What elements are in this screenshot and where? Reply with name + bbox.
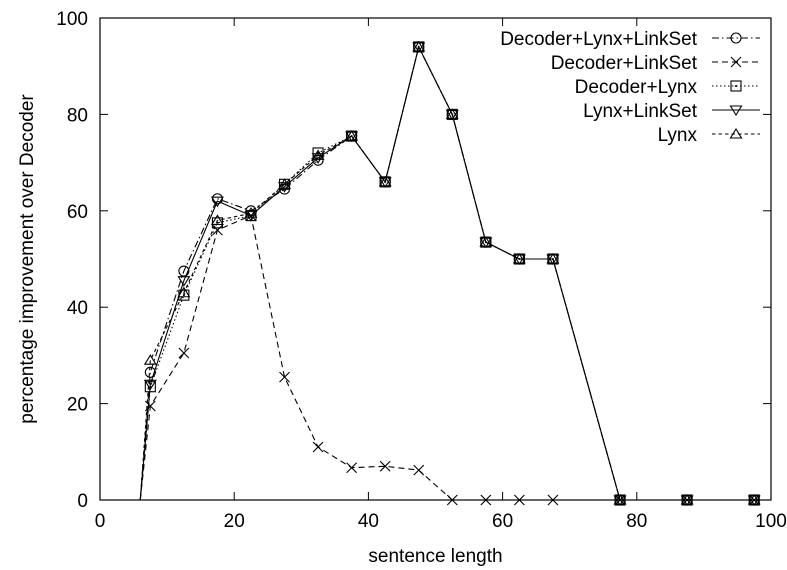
data-point-dot bbox=[216, 221, 219, 224]
y-axis-label: percentage improvement over Decoder bbox=[17, 94, 38, 424]
data-point bbox=[143, 354, 157, 365]
y-tick-label: 100 bbox=[56, 9, 88, 30]
y-tick-label: 60 bbox=[67, 202, 88, 223]
legend-entry: Lynx bbox=[658, 125, 760, 146]
data-point-dot bbox=[317, 152, 319, 154]
data-point bbox=[311, 153, 325, 164]
data-point bbox=[346, 462, 358, 474]
data-point bbox=[177, 286, 191, 298]
y-tick-label: 80 bbox=[67, 105, 88, 126]
legend-marker-dot bbox=[735, 85, 737, 87]
series-layer bbox=[139, 40, 761, 507]
ticks-layer: 0 20 40 60 80 100 0 20 40 60 80 100 bbox=[56, 9, 787, 532]
legend-label: Lynx+LinkSet bbox=[583, 101, 698, 122]
legend-label: Decoder+Lynx bbox=[575, 77, 698, 98]
legend-marker bbox=[730, 32, 742, 44]
data-point bbox=[479, 236, 493, 247]
legend-entry: Lynx+LinkSet bbox=[583, 101, 760, 122]
x-tick-label: 60 bbox=[492, 511, 513, 532]
y-tick-label: 20 bbox=[67, 395, 88, 416]
data-point bbox=[312, 441, 324, 453]
series-decoder-linkset bbox=[139, 210, 760, 506]
data-point-dot bbox=[182, 294, 185, 297]
x-tick-label: 0 bbox=[95, 511, 106, 532]
legend-entry: Decoder+Lynx bbox=[575, 77, 760, 98]
data-point bbox=[244, 207, 258, 218]
legend-entry: Decoder+Lynx+LinkSet bbox=[500, 29, 760, 50]
legend-label: Lynx bbox=[658, 125, 698, 146]
data-point bbox=[378, 175, 392, 187]
data-point bbox=[311, 149, 325, 160]
legend-marker bbox=[729, 127, 743, 139]
data-point bbox=[178, 265, 190, 277]
y-tick-label: 0 bbox=[77, 491, 88, 512]
data-point bbox=[512, 252, 526, 264]
data-point bbox=[279, 371, 290, 383]
data-point bbox=[210, 214, 224, 225]
legend-marker bbox=[730, 56, 742, 68]
legend-marker bbox=[730, 80, 742, 92]
legend-marker bbox=[729, 105, 743, 117]
x-axis-label: sentence length bbox=[368, 546, 502, 567]
y-tick-label: 40 bbox=[67, 298, 88, 319]
data-point bbox=[345, 130, 359, 141]
series-line bbox=[139, 214, 755, 501]
x-tick-label: 80 bbox=[626, 511, 647, 532]
legend-label: Decoder+Lynx+LinkSet bbox=[500, 29, 698, 50]
data-point bbox=[278, 178, 292, 189]
data-point bbox=[177, 276, 191, 287]
data-point bbox=[212, 224, 223, 236]
legend-entry: Decoder+LinkSet bbox=[551, 53, 760, 74]
legend-label: Decoder+LinkSet bbox=[551, 53, 698, 74]
legend: Decoder+Lynx+LinkSet Decoder+LinkSet Decod… bbox=[500, 29, 760, 146]
data-point bbox=[379, 460, 391, 472]
data-point bbox=[546, 252, 560, 264]
data-point bbox=[143, 379, 157, 391]
x-tick-label: 40 bbox=[358, 511, 379, 532]
data-point bbox=[445, 108, 459, 119]
data-point bbox=[178, 347, 190, 359]
data-point bbox=[244, 211, 258, 222]
data-point bbox=[412, 40, 426, 52]
data-point bbox=[144, 381, 156, 393]
x-tick-label: 20 bbox=[224, 511, 245, 532]
data-point bbox=[413, 464, 425, 476]
plot-frame bbox=[99, 17, 772, 501]
series-line bbox=[139, 45, 755, 501]
x-tick-label: 100 bbox=[755, 511, 787, 532]
series-lynx bbox=[139, 40, 761, 505]
data-point bbox=[278, 182, 292, 193]
data-point bbox=[210, 196, 224, 208]
